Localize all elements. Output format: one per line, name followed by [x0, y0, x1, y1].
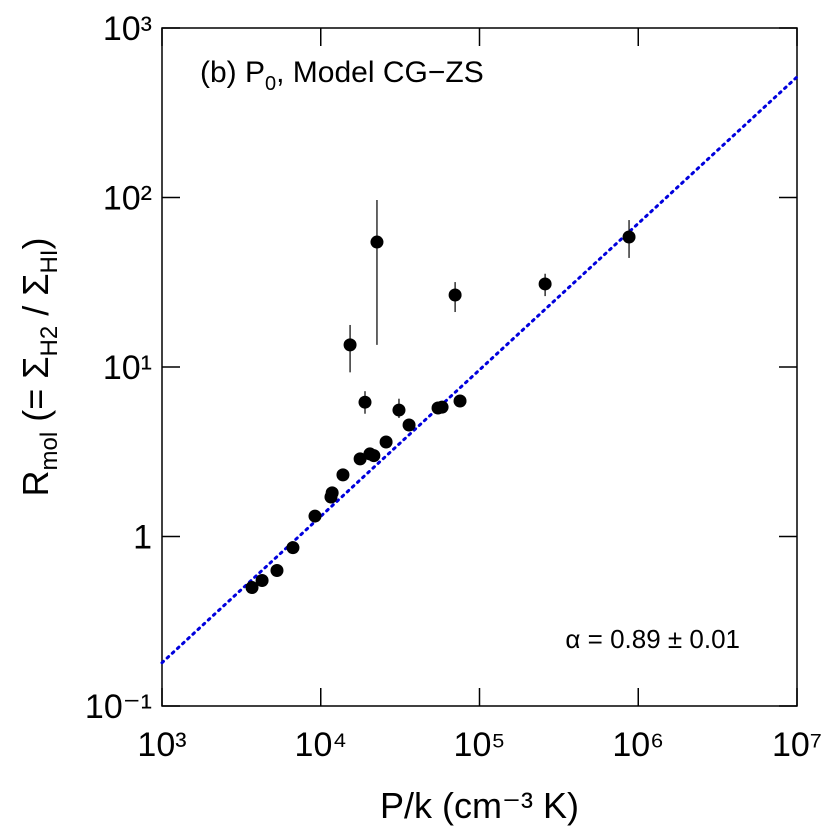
data-point — [367, 449, 381, 463]
y-axis-label-part: (= Σ — [15, 357, 56, 432]
y-tick-label: 10¹ — [103, 349, 152, 387]
y-axis-label-part: ) — [15, 238, 56, 250]
data-point — [336, 468, 350, 482]
y-axis-label-part: / Σ — [15, 274, 56, 326]
fit-label: α = 0.89 ± 0.01 — [565, 624, 740, 654]
y-tick-label: 10² — [103, 180, 152, 218]
y-axis-label-part: R — [15, 470, 56, 496]
plot-frame — [161, 27, 798, 707]
fit-line — [160, 75, 799, 665]
data-point — [448, 288, 462, 302]
data-point — [453, 394, 467, 408]
data-point — [370, 235, 384, 249]
y-axis-label: Rmol (= ΣH2 / ΣHI) — [15, 238, 63, 497]
panel-label: (b) P0, Model CG−ZS — [200, 56, 484, 95]
data-point — [353, 452, 367, 466]
data-point — [379, 435, 393, 449]
data-point — [402, 418, 416, 432]
x-tick-label: 10⁷ — [772, 726, 822, 764]
data-point — [325, 486, 339, 500]
y-tick-label: 10⁻¹ — [85, 688, 152, 726]
data-point — [286, 541, 300, 555]
y-tick-label: 1 — [133, 519, 152, 557]
data-point — [358, 395, 372, 409]
y-tick-label: 10³ — [103, 10, 152, 48]
x-tick-label: 10⁴ — [295, 726, 347, 764]
x-tick-label: 10⁵ — [454, 726, 506, 764]
data-point — [270, 564, 284, 578]
y-axis-label-part: HI — [36, 250, 63, 274]
data-point — [308, 509, 322, 523]
data-point — [538, 277, 552, 291]
panel-label-part: 0 — [265, 73, 276, 95]
data-point — [435, 400, 449, 414]
x-tick-label: 10⁶ — [612, 726, 664, 764]
y-axis-label-part: mol — [36, 432, 63, 471]
data-point — [255, 574, 269, 588]
data-point — [392, 403, 406, 417]
y-axis-label-part: H2 — [36, 326, 63, 357]
x-axis-label: P/k (cm⁻³ K) — [380, 785, 579, 826]
panel-label-part: , Model CG−ZS — [276, 56, 484, 89]
data-point — [343, 338, 357, 352]
panel-label-part: (b) P — [200, 56, 265, 89]
x-tick-label: 10³ — [137, 726, 186, 764]
data-point — [622, 230, 636, 244]
data-point — [245, 581, 259, 595]
